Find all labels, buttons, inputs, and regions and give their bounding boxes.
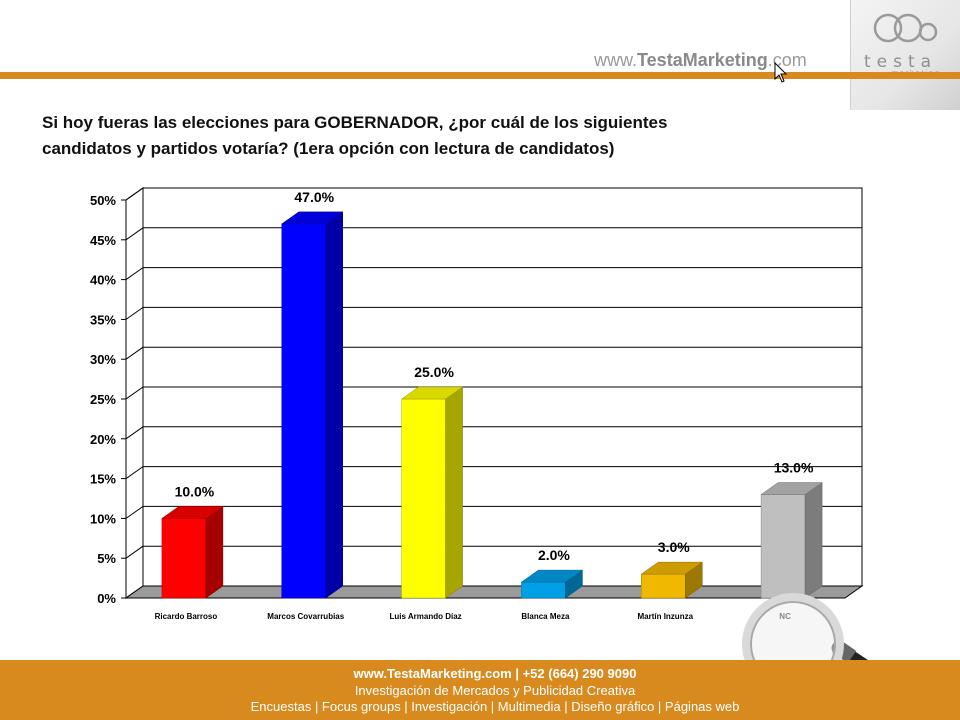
gridline-depth — [125, 306, 144, 320]
x-tick-label: Blanca Meza — [521, 612, 570, 621]
bar-front — [161, 518, 207, 599]
y-tick-label: 40% — [90, 273, 116, 288]
footer-tagline: Investigación de Mercados y Publicidad C… — [354, 683, 636, 698]
footer-services: Encuestas | Focus groups | Investigación… — [250, 699, 740, 714]
y-tick-label: 25% — [90, 392, 116, 407]
logo-text: testa — [864, 52, 938, 72]
y-tick-label: 0% — [97, 591, 116, 606]
bar-data-label: 3.0% — [658, 539, 690, 555]
logo-circles-icon — [873, 13, 938, 43]
y-tick-label: 30% — [90, 352, 116, 367]
gridline-depth — [125, 545, 144, 559]
chart-title-line2: candidatos y partidos votaría? (1era opc… — [42, 139, 615, 158]
bar-front — [760, 494, 806, 599]
bar-front — [401, 398, 446, 599]
bar-data-label: 10.0% — [175, 483, 215, 499]
y-tick-label: 10% — [90, 511, 116, 526]
bar-top — [520, 569, 584, 583]
header-accent-bar — [0, 72, 960, 79]
y-tick-label: 50% — [90, 193, 116, 208]
footer-contact: www.TestaMarketing.com | +52 (664) 290 9… — [353, 666, 637, 681]
bar-top — [280, 211, 344, 225]
bar-data-label: 47.0% — [294, 189, 334, 205]
x-tick-label: Ricardo Barroso — [155, 612, 218, 621]
bar-front — [641, 573, 686, 599]
bar-front — [281, 223, 326, 599]
bar-top — [161, 506, 224, 519]
bar-side — [205, 505, 224, 599]
y-tick-label: 15% — [90, 472, 116, 487]
gridline-depth — [125, 386, 144, 400]
bar-side — [445, 386, 463, 599]
gridline-depth — [125, 466, 144, 480]
bar-data-label: 25.0% — [414, 364, 454, 380]
y-tick-label: 35% — [90, 312, 116, 327]
y-tick-label: 5% — [97, 551, 116, 566]
chart-floor — [124, 585, 864, 599]
gridline-depth — [125, 346, 144, 360]
bar-top — [640, 561, 704, 575]
x-tick-label: Luis Armando Díaz — [390, 612, 462, 621]
bar-front — [521, 581, 566, 599]
chart-title-line1: Si hoy fueras las elecciones para GOBERN… — [42, 113, 668, 132]
bar-top — [760, 482, 823, 495]
x-tick-label: Martín Inzunza — [637, 612, 693, 621]
bar-data-label: 2.0% — [538, 547, 570, 563]
bar-side — [804, 482, 823, 599]
gridline-depth — [125, 227, 144, 241]
gridline-depth — [125, 426, 144, 440]
y-tick-label: 20% — [90, 432, 116, 447]
x-tick-label: Marcos Covarrubias — [267, 612, 344, 621]
bar-data-label: 13.0% — [774, 460, 814, 476]
bar-chart: 0% 5% 10% 15% 20% 25% 30% 35% 40% 45% 50% 10.0% Rica… — [90, 187, 864, 621]
mouse-cursor-icon — [774, 62, 788, 83]
gridline-depth — [125, 505, 144, 519]
bar-top — [400, 386, 464, 400]
bar-side — [325, 211, 343, 599]
logo-panel — [850, 0, 960, 110]
gridline-depth — [125, 267, 144, 281]
footer-bar — [0, 660, 960, 720]
chart-title: Si hoy fueras las elecciones para GOBERN… — [42, 110, 742, 162]
x-tick-label: NC — [779, 612, 791, 621]
y-tick-label: 45% — [90, 233, 116, 248]
gridline-depth — [125, 187, 144, 201]
